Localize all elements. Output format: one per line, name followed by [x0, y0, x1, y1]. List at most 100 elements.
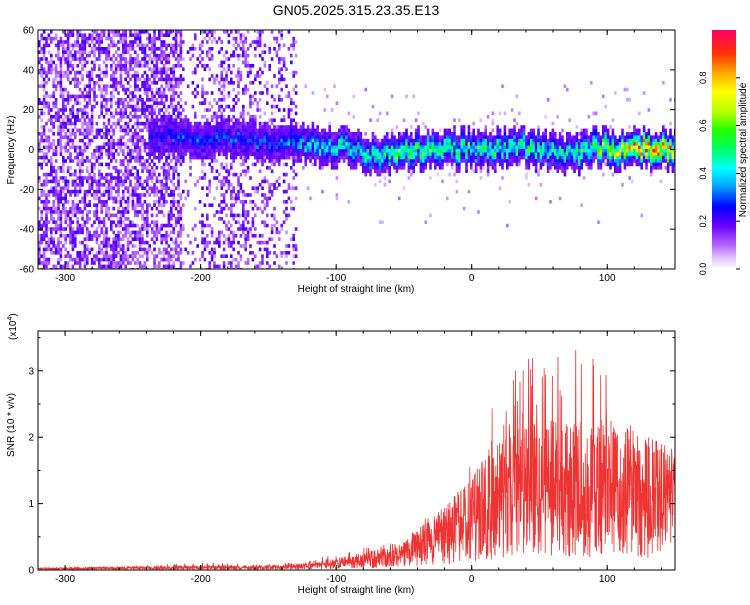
spectrogram-cell [64, 183, 67, 187]
spectrogram-cell [314, 162, 317, 167]
spectrogram-cell [64, 74, 67, 78]
spectrogram-cell [90, 186, 94, 190]
spectrogram-cell [86, 94, 89, 99]
spectrogram-cell [213, 135, 216, 139]
spectrogram-cell [172, 152, 175, 156]
spectrogram-cell [102, 257, 106, 262]
spectrogram-cell [306, 128, 310, 133]
spectrogram-cell [210, 230, 214, 235]
spectrogram-cell [364, 159, 367, 163]
spectrogram-cell [280, 98, 283, 102]
spectrogram-cell [297, 145, 300, 150]
spectrogram-cell [470, 132, 473, 136]
spectrogram-cell [102, 50, 106, 54]
spectrogram-cell [338, 132, 341, 136]
spectrogram-cell [124, 186, 127, 190]
spectrogram-cell [167, 53, 171, 58]
spectrogram-cell [261, 149, 264, 153]
spectrogram-cell [76, 159, 79, 163]
spectrogram-cell [117, 220, 120, 224]
spectrogram-cell [114, 237, 118, 241]
spectrogram-cell [64, 40, 67, 44]
spectrogram-cell [225, 30, 228, 34]
spectrogram-cell [227, 186, 231, 190]
spectrogram-cell [64, 104, 67, 109]
spectrogram-cell [74, 155, 77, 160]
spectrogram-cell [184, 118, 187, 122]
spectrogram-cell [102, 104, 106, 109]
spectrogram-cell [66, 251, 70, 255]
spectrogram-cell [237, 251, 240, 255]
spectrogram-cell [232, 135, 235, 139]
spectrogram-cell [256, 135, 259, 139]
spectrogram-cell [266, 87, 269, 92]
spectrogram-cell [417, 145, 420, 150]
spectrogram-cell [95, 40, 99, 44]
spectrogram-cell [378, 145, 382, 150]
spectrogram-cell [280, 128, 283, 133]
spectrogram-cell [170, 223, 173, 228]
spectrogram-cell [172, 118, 175, 122]
spectrogram-cell [177, 149, 180, 153]
spectrogram-cell [275, 104, 279, 109]
spectrogram-cell [213, 98, 216, 102]
spectrogram-cell [98, 183, 101, 187]
spectrogram-cell [141, 162, 144, 167]
spectrogram-cell [263, 220, 267, 224]
spectrogram-cell [242, 200, 245, 204]
spectrogram-cell [455, 179, 459, 184]
spectrogram-cell [105, 200, 108, 204]
spectrogram-cell [66, 217, 70, 221]
spectrogram-cell [42, 159, 46, 163]
spectrogram-cell [42, 230, 46, 235]
spectrogram-cell [230, 196, 233, 201]
spectrogram-cell [479, 162, 483, 167]
spectrogram-cell [208, 152, 211, 156]
spectrogram-cell [342, 155, 346, 160]
spectrogram-cell [227, 240, 231, 245]
spectrogram-cell [148, 244, 151, 248]
spectrogram-cell [333, 162, 336, 167]
spectrogram-cell [448, 155, 451, 160]
spectrogram-cell [167, 118, 171, 122]
spectrogram-cell [323, 162, 327, 167]
spectrogram-cell [242, 145, 245, 150]
spectrogram-cell [143, 227, 147, 231]
spectrogram-cell [40, 111, 43, 116]
spectrogram-cell [95, 155, 99, 160]
spectrogram-cell [441, 155, 444, 160]
spectrogram-cell [342, 135, 346, 139]
spectrogram-cell [239, 135, 243, 139]
spectrogram-cell [110, 40, 113, 44]
spectrogram-cell [249, 142, 252, 146]
spectrogram-cell [227, 67, 231, 71]
spectrogram-cell [186, 125, 190, 129]
spectrogram-cell [227, 57, 231, 61]
spectrogram-cell [38, 220, 41, 224]
spectrogram-cell [134, 36, 137, 41]
spectrogram-cell [198, 53, 202, 58]
spectrogram-cell [285, 149, 288, 153]
spectrogram-cell [249, 104, 252, 109]
spectrogram-cell [218, 230, 221, 235]
spectrogram-cell [335, 162, 339, 167]
spectrogram-cell [100, 227, 103, 231]
spectrogram-cell [174, 50, 178, 54]
spectrogram-cell [273, 47, 276, 51]
spectrogram-cell [160, 210, 163, 214]
spectrogram-cell [38, 179, 41, 184]
spectrogram-cell [100, 220, 103, 224]
spectrogram-cell [153, 57, 156, 61]
spectrogram-cell [366, 159, 370, 163]
spectrogram-cell [227, 125, 231, 129]
spectrogram-cell [136, 121, 139, 126]
spectrogram-cell [162, 213, 166, 218]
spectrogram-cell [393, 135, 396, 139]
spectrogram-cell [57, 47, 60, 51]
spectrogram-cell [460, 149, 463, 153]
spectrogram-cell [143, 217, 147, 221]
spectrogram-cell [174, 186, 178, 190]
spectrogram-cell [167, 234, 171, 238]
spectrogram-cell [237, 118, 240, 122]
spectrogram-cell [71, 257, 75, 262]
